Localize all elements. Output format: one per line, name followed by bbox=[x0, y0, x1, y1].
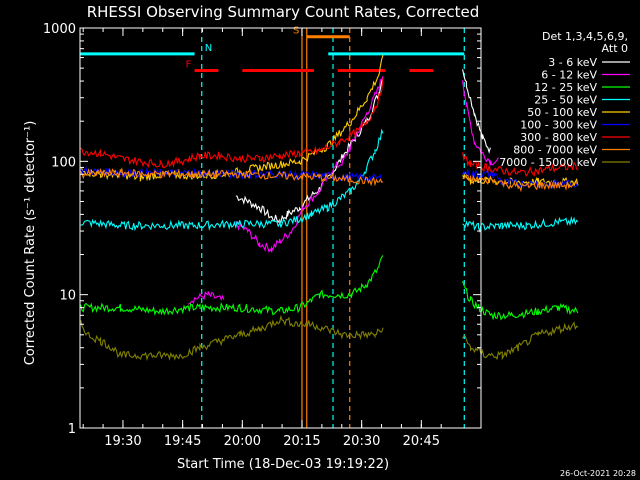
legend-label-3: 25 - 50 keV bbox=[534, 94, 597, 107]
flag-label-F: F bbox=[186, 60, 192, 71]
plot-area: N F S bbox=[80, 26, 579, 428]
legend-label-2: 12 - 25 keV bbox=[534, 81, 597, 94]
legend-label-7: 800 - 7000 keV bbox=[513, 144, 597, 157]
series-line-6-0 bbox=[80, 78, 384, 169]
x-tick-label-1: 19:45 bbox=[164, 434, 201, 449]
legend-label-1: 6 - 12 keV bbox=[541, 69, 597, 82]
y-tick-label-0: 1 bbox=[68, 422, 76, 437]
x-tick-label-3: 20:15 bbox=[283, 434, 320, 449]
x-tick-label-0: 19:30 bbox=[104, 434, 141, 449]
x-tick-label-2: 20:00 bbox=[224, 434, 261, 449]
timestamp: 26-Oct-2021 20:28 bbox=[560, 469, 636, 478]
series-line-6-1 bbox=[462, 152, 579, 178]
legend-label-4: 50 - 100 keV bbox=[527, 106, 597, 119]
legend-label-5: 100 - 300 keV bbox=[520, 119, 597, 132]
series-line-1-1 bbox=[235, 76, 384, 254]
legend-header-1: Att 0 bbox=[602, 42, 628, 55]
series-line-2-0 bbox=[80, 255, 384, 316]
x-tick-label-4: 20:30 bbox=[343, 434, 380, 449]
series-line-8-0 bbox=[80, 314, 384, 361]
plot-frame bbox=[79, 27, 482, 429]
series-line-7-0 bbox=[80, 167, 384, 187]
legend-label-0: 3 - 6 keV bbox=[548, 56, 597, 69]
y-tick-label-3: 1000 bbox=[43, 22, 76, 37]
series-line-5-0 bbox=[80, 166, 384, 183]
series-line-3-0 bbox=[80, 128, 384, 232]
x-axis-label: Start Time (18-Dec-03 19:19:22) bbox=[177, 457, 389, 472]
legend-header-0: Det 1,3,4,5,6,9, bbox=[542, 30, 628, 43]
series-line-0-1 bbox=[462, 69, 491, 154]
x-tick-label-5: 20:45 bbox=[403, 434, 440, 449]
y-tick-label-1: 10 bbox=[59, 289, 76, 304]
y-axis-label: Corrected Count Rate (s⁻¹ detector⁻¹) bbox=[23, 121, 38, 366]
series-line-2-1 bbox=[462, 280, 579, 321]
series-line-1-2 bbox=[462, 80, 499, 166]
flag-label-S: S bbox=[293, 26, 299, 37]
flag-label-N: N bbox=[205, 43, 212, 54]
axes: 1 10 100 1000 19:30 19:45 20:00 20:15 20:30 20:45 bbox=[43, 22, 482, 449]
chart-title: RHESSI Observing Summary Count Rates, Co… bbox=[87, 3, 480, 21]
y-tick-label-2: 100 bbox=[51, 155, 76, 170]
series-line-8-1 bbox=[462, 321, 579, 361]
legend-label-6: 300 - 800 keV bbox=[520, 131, 597, 144]
series-line-1-0 bbox=[187, 291, 225, 305]
legend-label-8: 7000 - 15000 keV bbox=[499, 156, 597, 169]
